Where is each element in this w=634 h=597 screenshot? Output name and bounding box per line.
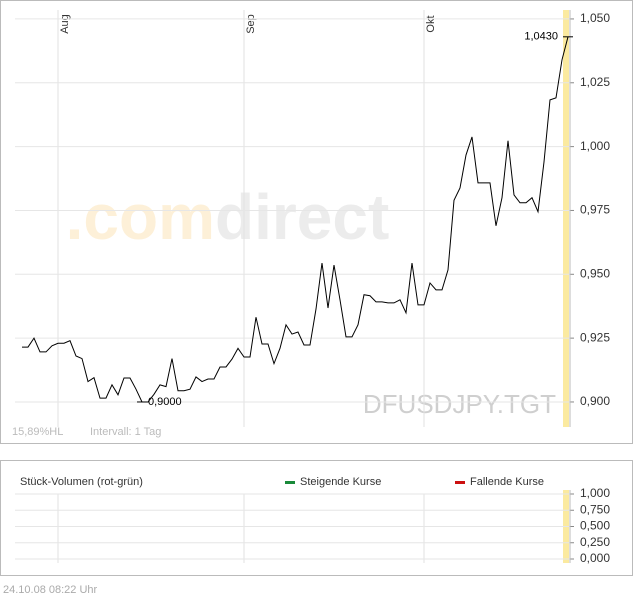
y-tick-label: 1,000 (580, 486, 610, 500)
price-line (22, 36, 569, 403)
y-tick-label: 1,050 (580, 11, 610, 25)
watermark: .com (66, 181, 215, 253)
legend-label: Steigende Kurse (300, 476, 381, 488)
footer: 24.10.08 08:22 Uhr (3, 584, 98, 596)
x-tick-label: Aug (59, 14, 71, 34)
y-tick-label: 0,250 (580, 535, 610, 549)
y-tick-label: 1,025 (580, 75, 610, 89)
value-label: 1,0430 (524, 31, 558, 43)
x-tick-label: Sep (245, 14, 257, 34)
volume-panel (0, 460, 633, 576)
y-tick-label: 0,900 (580, 394, 610, 408)
y-tick-label: 0,925 (580, 330, 610, 344)
watermark: direct (215, 181, 389, 253)
y-tick-label: 0,950 (580, 266, 610, 280)
y-tick-label: 0,975 (580, 203, 610, 217)
y-tick-label: 1,000 (580, 139, 610, 153)
x-tick-label: Okt (425, 15, 437, 32)
legend-label: Fallende Kurse (470, 476, 544, 488)
range-note: 15,89%HL (12, 426, 63, 438)
price-panel (0, 0, 633, 444)
symbol: DFUSDJPY.TGT (363, 389, 556, 419)
legend-swatch (285, 481, 295, 484)
current-day-highlight (563, 10, 569, 427)
volume-title: Stück-Volumen (rot-grün) (20, 476, 143, 488)
interval: Intervall: 1 Tag (90, 426, 161, 438)
y-tick-label: 0,500 (580, 519, 610, 533)
y-tick-label: 0,750 (580, 502, 610, 516)
legend-swatch (455, 481, 465, 484)
y-tick-label: 0,000 (580, 551, 610, 565)
value-label: 0,9000 (148, 396, 182, 408)
